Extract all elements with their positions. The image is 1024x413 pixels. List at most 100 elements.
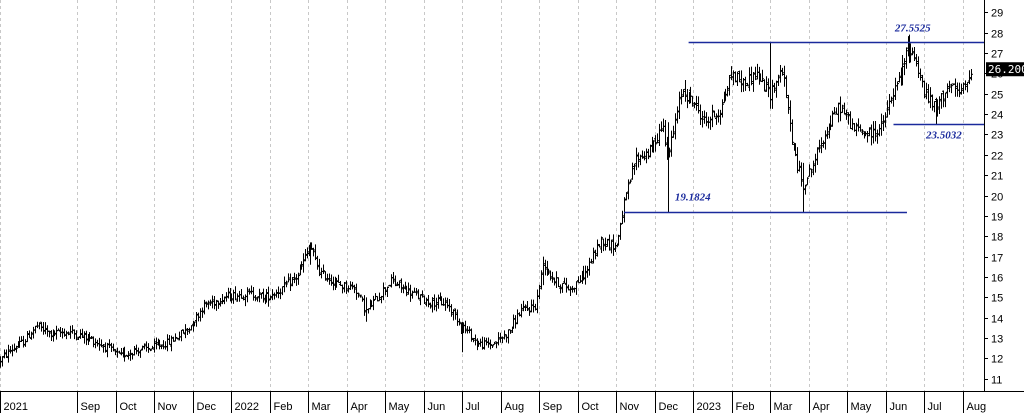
- ohlc-bar: [168, 335, 171, 345]
- x-tick-label: Jun: [890, 401, 908, 413]
- ohlc-bar: [833, 107, 836, 115]
- ohlc-bar: [195, 312, 198, 327]
- ohlc-bar: [137, 347, 140, 357]
- ohlc-bar: [783, 65, 786, 87]
- ohlc-bar: [120, 348, 123, 356]
- ohlc-bar: [536, 289, 539, 314]
- ohlc-bar: [538, 284, 541, 300]
- ohlc-bar: [837, 102, 840, 123]
- ohlc-bar: [318, 258, 321, 277]
- ohlc-bar: [273, 292, 276, 300]
- x-tick-label: Jun: [428, 401, 446, 413]
- ohlc-bar: [800, 162, 803, 187]
- ohlc-bar: [0, 356, 2, 368]
- ohlc-bar: [635, 147, 638, 171]
- ohlc-bar: [254, 294, 257, 302]
- ohlc-bar: [186, 328, 189, 336]
- ohlc-bar: [388, 284, 391, 287]
- x-tick-label: Dec: [659, 401, 679, 413]
- ohlc-bar: [777, 74, 780, 86]
- ohlc-bar: [559, 284, 562, 294]
- ohlc-bar: [291, 276, 294, 287]
- ohlc-bar: [293, 272, 296, 284]
- ohlc-bar: [357, 292, 360, 298]
- ohlc-bar: [351, 281, 354, 290]
- y-tick-label: 17: [991, 253, 1003, 265]
- y-tick-label: 18: [991, 232, 1003, 244]
- ohlc-bar: [520, 303, 523, 318]
- ohlc-bar: [547, 268, 550, 275]
- ohlc-bar: [512, 314, 515, 329]
- ohlc-bar: [223, 296, 226, 305]
- ohlc-bar: [950, 83, 953, 94]
- ohlc-bar: [77, 336, 80, 341]
- ohlc-bar: [752, 72, 755, 92]
- ohlc-bar: [896, 81, 899, 91]
- ohlc-bar: [57, 328, 60, 331]
- ohlc-bar: [561, 282, 564, 293]
- ohlc-bar: [22, 335, 25, 348]
- ohlc-bar: [417, 289, 420, 300]
- ohlc-bar: [487, 337, 490, 348]
- ohlc-bar: [610, 239, 613, 254]
- ohlc-bar: [748, 67, 751, 92]
- ohlc-bar: [892, 88, 895, 107]
- ohlc-bar: [232, 289, 235, 304]
- ohlc-bar: [796, 147, 799, 174]
- ohlc-bar: [209, 299, 212, 306]
- ohlc-bar: [621, 210, 624, 225]
- ohlc-bar: [450, 304, 453, 317]
- ohlc-bar: [754, 66, 757, 81]
- ohlc-bar: [335, 277, 338, 288]
- ohlc-bar: [182, 329, 185, 334]
- ohlc-bar: [781, 67, 784, 76]
- ohlc-bar: [563, 277, 566, 284]
- ohlc-bar: [337, 274, 340, 284]
- x-tick-label: 2022: [235, 401, 259, 413]
- ohlc-bar: [816, 147, 819, 166]
- ohlc-bar: [285, 280, 288, 288]
- ohlc-bar: [36, 321, 39, 329]
- ohlc-bar: [691, 95, 694, 107]
- ohlc-bar: [55, 325, 58, 340]
- ohlc-bar: [456, 309, 459, 326]
- ohlc-bar: [944, 92, 947, 108]
- ohlc-bar: [870, 124, 873, 146]
- ohlc-bar: [590, 258, 593, 264]
- ohlc-bar: [151, 345, 154, 350]
- ohlc-bar: [586, 265, 589, 278]
- ohlc-bar: [435, 297, 438, 312]
- ohlc-bar: [851, 118, 854, 131]
- ohlc-bar: [65, 330, 68, 340]
- ohlc-bar: [968, 70, 971, 85]
- ohlc-bar: [211, 295, 214, 309]
- x-tick-label: Oct: [120, 401, 137, 413]
- ohlc-bar: [579, 275, 582, 284]
- ohlc-bar: [958, 82, 961, 98]
- ohlc-bar: [38, 322, 41, 330]
- ohlc-bar: [771, 79, 774, 109]
- ohlc-bar: [466, 325, 469, 334]
- ohlc-bar: [267, 286, 270, 307]
- ohlc-bar: [491, 344, 494, 349]
- ohlc-bar: [831, 110, 834, 127]
- ohlc-bar: [108, 339, 111, 349]
- ohlc-bar: [201, 307, 204, 318]
- ohlc-bar: [289, 273, 292, 292]
- ohlc-bar: [160, 344, 163, 350]
- ohlc-bar: [32, 326, 35, 339]
- ohlc-bar: [493, 341, 496, 345]
- ohlc-bar: [88, 332, 91, 342]
- ohlc-bar: [67, 331, 70, 336]
- ohlc-bar: [584, 265, 587, 285]
- ohlc-bar: [1, 356, 4, 367]
- ohlc-bar: [433, 294, 436, 311]
- ohlc-bar: [835, 107, 838, 115]
- ohlc-bar: [866, 131, 869, 143]
- ohlc-bar: [524, 304, 527, 311]
- ohlc-bar: [419, 294, 422, 306]
- ohlc-bar: [715, 113, 718, 125]
- ohlc-bar: [888, 93, 891, 115]
- ohlc-bar: [166, 334, 169, 352]
